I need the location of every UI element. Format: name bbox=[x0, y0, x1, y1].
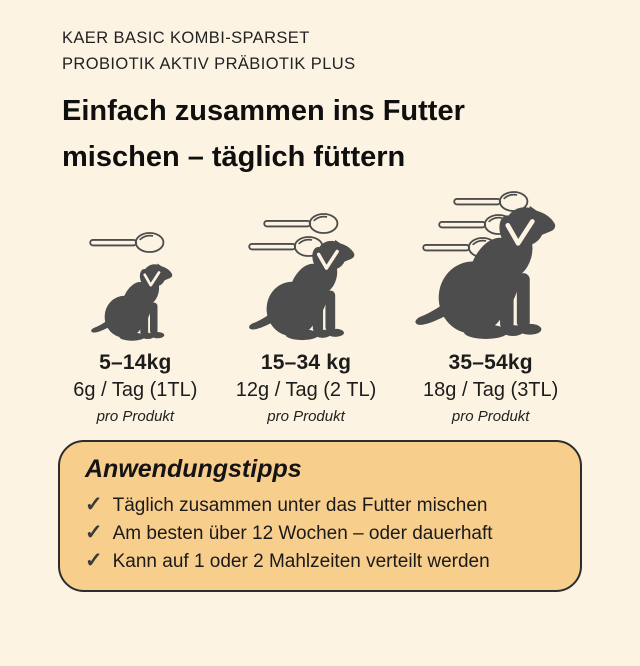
dog-icon bbox=[90, 259, 180, 343]
dose-note: pro Produkt bbox=[451, 407, 530, 425]
tips-title: Anwendungstipps bbox=[85, 454, 302, 483]
dosage-column-small-dog: 5–14kg 6g / Tag (1TL) pro Produkt bbox=[38, 181, 233, 425]
brand-line-1: KAER BASIC KOMBI-SPARSET bbox=[62, 29, 310, 47]
tip-item: ✓ Kann auf 1 oder 2 Mahlzeiten verteilt … bbox=[85, 547, 558, 575]
dosage-column-medium-dog: 15–34 kg 12g / Tag (2 TL) pro Produkt bbox=[209, 181, 404, 425]
figure-small-dog bbox=[38, 181, 233, 343]
dose-note: pro Produkt bbox=[96, 407, 175, 425]
check-icon: ✓ bbox=[85, 548, 103, 572]
tip-text: Kann auf 1 oder 2 Mahlzeiten verteilt we… bbox=[112, 550, 490, 572]
daily-dose: 18g / Tag (3TL) bbox=[423, 378, 559, 401]
daily-dose: 6g / Tag (1TL) bbox=[73, 378, 198, 401]
figure-medium-dog bbox=[209, 181, 404, 343]
title-line-1: Einfach zusammen ins Futter bbox=[62, 95, 465, 128]
spoon-stack bbox=[86, 231, 168, 254]
tips-box: Anwendungstipps ✓ Täglich zusammen unter… bbox=[58, 439, 582, 592]
dosage-columns: 5–14kg 6g / Tag (1TL) pro Produkt 15–34 … bbox=[28, 181, 612, 425]
main-title: Einfach zusammen ins Futter mischen – tä… bbox=[62, 89, 578, 181]
brand-header: KAER BASIC KOMBI-SPARSET PROBIOTIK AKTIV… bbox=[62, 26, 578, 77]
brand-line-2: PROBIOTIK AKTIV PRÄBIOTIK PLUS bbox=[62, 54, 356, 73]
dosing-infographic: KAER BASIC KOMBI-SPARSET PROBIOTIK AKTIV… bbox=[0, 26, 640, 666]
dosage-column-large-dog: 35–54kg 18g / Tag (3TL) pro Produkt bbox=[393, 181, 588, 425]
tip-text: Täglich zusammen unter das Futter mische… bbox=[112, 494, 488, 516]
check-icon: ✓ bbox=[85, 520, 103, 544]
title-line-2: mischen – täglich füttern bbox=[62, 140, 406, 173]
weight-range: 35–54kg bbox=[448, 350, 533, 374]
dog-icon bbox=[248, 234, 365, 343]
check-icon: ✓ bbox=[85, 492, 103, 516]
weight-range: 15–34 kg bbox=[260, 350, 352, 374]
dog-icon bbox=[413, 198, 568, 343]
weight-range: 5–14kg bbox=[99, 350, 172, 374]
figure-large-dog bbox=[393, 181, 588, 343]
spoon-icon bbox=[260, 212, 342, 235]
tip-item: ✓ Täglich zusammen unter das Futter misc… bbox=[85, 491, 558, 519]
tip-text: Am besten über 12 Wochen – oder dauerhaf… bbox=[112, 522, 493, 544]
dose-note: pro Produkt bbox=[267, 407, 345, 425]
spoon-icon bbox=[86, 231, 168, 254]
tip-item: ✓ Am besten über 12 Wochen – oder dauerh… bbox=[85, 519, 558, 547]
daily-dose: 12g / Tag (2 TL) bbox=[235, 378, 377, 401]
